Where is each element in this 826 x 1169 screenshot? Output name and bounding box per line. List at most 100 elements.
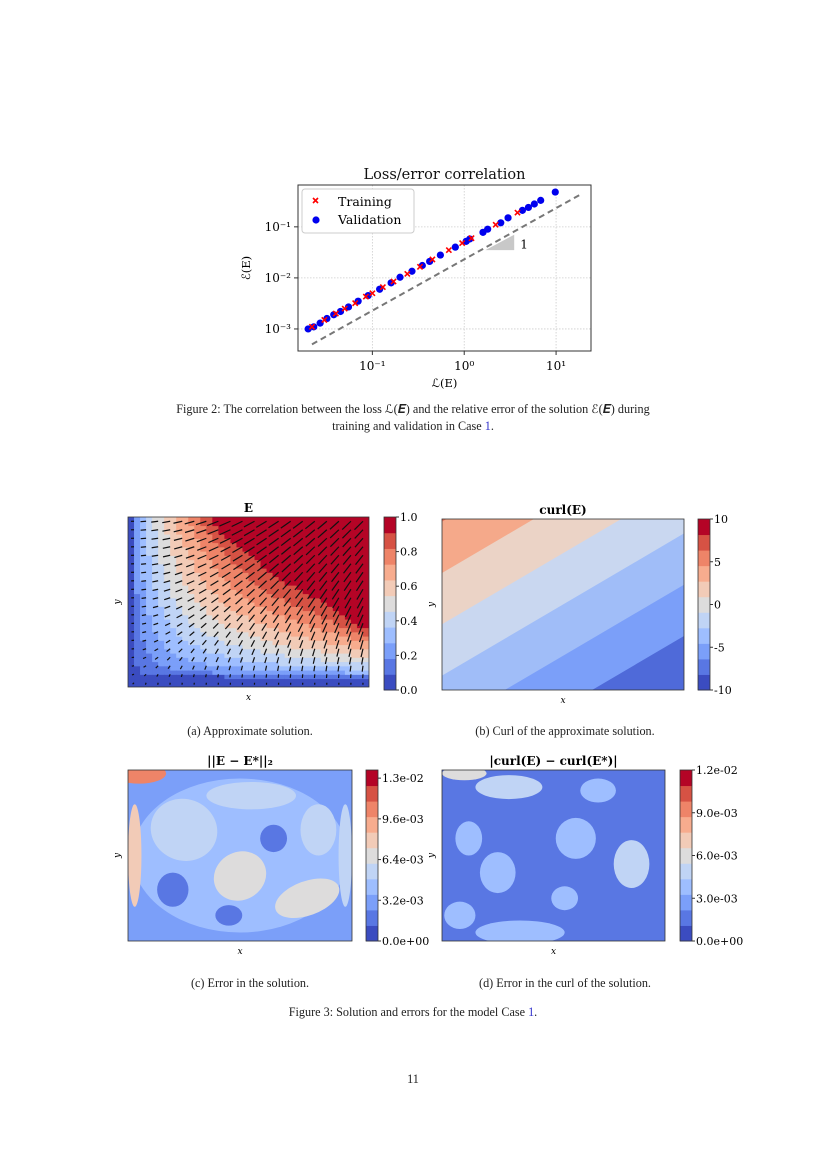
E-contour-cell <box>188 627 195 633</box>
E-contour-cell <box>182 619 189 624</box>
E-contour-cell <box>128 670 135 675</box>
E-quiver-arrow <box>260 614 268 623</box>
E-contour-cell <box>164 568 171 573</box>
E-quiver-arrow <box>251 648 256 656</box>
d-colorbar-band <box>680 925 692 942</box>
E-contour-cell <box>206 644 213 650</box>
E-quiver-arrow <box>208 546 219 552</box>
E-contour-cell <box>254 665 262 671</box>
E-contour-cell <box>266 555 274 561</box>
c-colorbar-band <box>366 878 378 895</box>
E-contour-cell <box>170 644 177 650</box>
E-quiver-arrow <box>276 657 280 664</box>
E-contour-cell <box>218 648 225 654</box>
E-contour-cell <box>284 542 292 548</box>
case-link[interactable]: 1 <box>484 419 491 433</box>
E-contour-cell <box>194 682 201 687</box>
E-contour-cell <box>212 619 219 624</box>
E-quiver-arrow <box>354 529 364 539</box>
E-contour-cell <box>254 653 262 658</box>
E-contour-cell <box>242 619 250 624</box>
E-contour-cell <box>230 674 238 680</box>
E-contour-cell <box>290 529 298 535</box>
E-contour-cell <box>164 614 171 620</box>
training-point <box>369 290 376 297</box>
E-contour-cell <box>212 674 219 680</box>
E-contour-cell <box>332 606 340 612</box>
E-quiver-arrow <box>280 537 292 547</box>
E-contour-cell <box>218 568 225 573</box>
validation-point <box>537 196 545 204</box>
E-contour-cell <box>326 538 334 544</box>
E-contour-cell <box>242 597 250 603</box>
E-contour-cell <box>212 521 219 527</box>
E-quiver-arrow <box>249 631 256 639</box>
E-quiver-arrow <box>262 639 268 648</box>
E-quiver-arrow <box>295 597 304 608</box>
E-quiver-arrow <box>163 588 171 592</box>
E-contour-cell <box>218 661 225 667</box>
E-contour-cell <box>278 580 286 586</box>
E-contour-cell <box>362 534 369 539</box>
E-contour-cell <box>350 525 358 531</box>
E-contour-cell <box>320 665 328 671</box>
E-contour-cell <box>308 623 316 629</box>
case-link[interactable]: 1 <box>528 1005 535 1019</box>
c-colorbar-label: 0.0e+00 <box>382 935 429 948</box>
E-contour-cell <box>194 525 201 531</box>
E-quiver-arrow <box>212 614 219 621</box>
E-contour-cell <box>200 572 207 578</box>
E-contour-cell <box>302 636 310 641</box>
E-contour-cell <box>296 614 304 620</box>
E-quiver-arrow <box>284 605 292 616</box>
E-contour-cell <box>302 555 310 561</box>
E-contour-cell <box>260 636 268 641</box>
E-contour-cell <box>266 563 274 569</box>
E-contour-cell <box>356 653 364 658</box>
E-contour-cell <box>194 585 201 590</box>
E-contour-cell <box>326 602 334 607</box>
E-contour-cell <box>182 542 189 548</box>
E-contour-cell <box>182 559 189 565</box>
E-contour-cell <box>302 589 310 595</box>
E-contour-cell <box>242 517 250 522</box>
E-contour-cell <box>248 538 256 544</box>
E-contour-cell <box>332 657 340 663</box>
E-contour-cell <box>218 559 225 565</box>
E-contour-cell <box>182 648 189 654</box>
E-contour-cell <box>182 678 189 684</box>
E-contour-cell <box>266 585 274 590</box>
E-quiver-arrow <box>306 563 316 573</box>
E-contour-cell <box>152 644 159 650</box>
E-contour-cell <box>158 589 165 595</box>
E-contour-cell <box>272 661 280 667</box>
E-contour-cell <box>296 648 304 654</box>
E-contour-cell <box>296 623 304 629</box>
E-quiver-arrow <box>180 674 183 678</box>
E-contour-cell <box>170 521 177 527</box>
E-contour-cell <box>194 517 201 522</box>
E-contour-cell <box>302 546 310 552</box>
E-contour-cell <box>242 657 250 663</box>
E-contour-cell <box>236 534 244 539</box>
E-contour-cell <box>362 593 369 599</box>
E-contour-cell <box>302 568 310 573</box>
E-contour-cell <box>320 653 328 658</box>
E-quiver-arrow <box>229 674 232 678</box>
E-quiver-arrow <box>282 580 292 590</box>
E-contour-cell <box>212 682 219 687</box>
E-contour-cell <box>206 546 213 552</box>
E-contour-cell <box>164 580 171 586</box>
E-quiver-arrow <box>203 656 207 662</box>
E-contour-cell <box>128 559 135 565</box>
E-contour-cell <box>272 551 280 556</box>
E-contour-cell <box>344 657 352 663</box>
E-contour-cell <box>158 670 165 675</box>
E-contour-cell <box>146 610 153 616</box>
E-quiver-arrow <box>294 571 304 582</box>
E-contour-cell <box>296 593 304 599</box>
E-contour-cell <box>224 555 232 561</box>
error-solution-plot: ||E − E*||₂xy0.0e+003.2e-036.4e-039.6e-0… <box>113 754 429 957</box>
E-contour-cell <box>254 623 262 629</box>
E-contour-cell <box>242 661 250 667</box>
